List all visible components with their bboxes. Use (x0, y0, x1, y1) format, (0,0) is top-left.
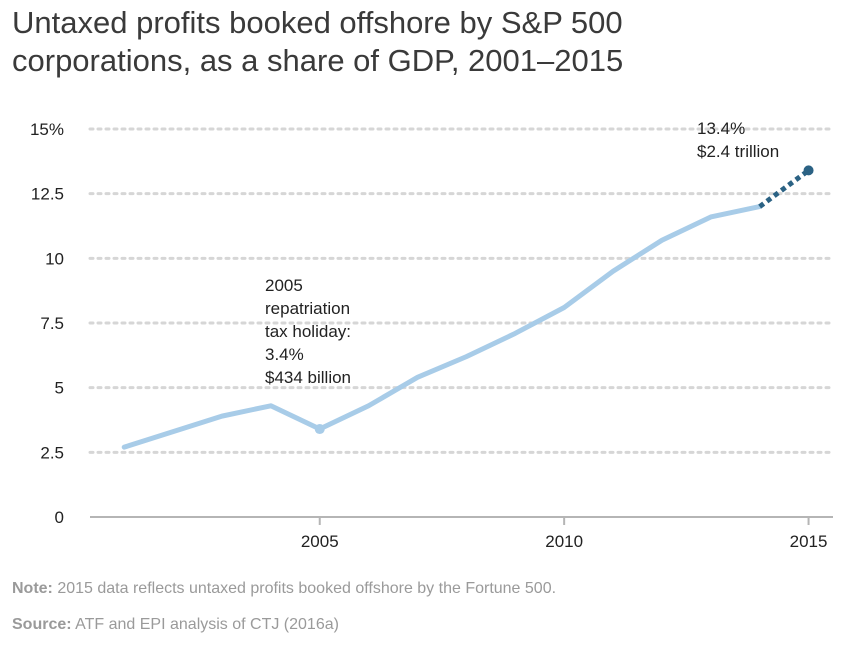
x-tick-label: 2015 (790, 532, 828, 551)
grid-lines (88, 127, 835, 454)
annotations-group: 2005 repatriation tax holiday: 3.4% $434 bil… (265, 119, 779, 387)
note-text: 2015 data reflects untaxed profits booke… (52, 580, 557, 597)
annotation-line: 2005 (265, 276, 303, 295)
line-chart: 0 2.5 5 7.5 10 12.5 15% 2005 2010 2015 2005 repat… (30, 119, 835, 551)
annotation-line: $2.4 trillion (697, 142, 779, 161)
y-tick-label: 0 (55, 508, 64, 527)
footer-source: Source: ATF and EPI analysis of CTJ (201… (12, 616, 339, 634)
annotation-line: 3.4% (265, 345, 304, 364)
source-text: ATF and EPI analysis of CTJ (2016a) (71, 616, 339, 633)
series-line-projection (758, 168, 811, 209)
series-line-main (121, 204, 763, 450)
x-tick-label: 2005 (301, 532, 339, 551)
y-tick-label: 12.5 (31, 185, 64, 204)
y-axis: 0 2.5 5 7.5 10 12.5 15% (30, 120, 64, 527)
annotation-line: tax holiday: (265, 322, 351, 341)
y-tick-label: 2.5 (40, 443, 64, 462)
series-group (121, 168, 811, 450)
y-tick-label: 15% (30, 120, 64, 139)
annotation-line: 13.4% (697, 119, 745, 138)
chart-title-line-1: Untaxed profits booked offshore by S&P 5… (12, 5, 623, 40)
note-label: Note: (12, 580, 53, 597)
chart-title: Untaxed profits booked offshore by S&P 5… (12, 4, 842, 80)
data-point-marker (314, 424, 325, 435)
annotation-line: repatriation (265, 299, 350, 318)
chart-title-line-2: corporations, as a share of GDP, 2001–20… (12, 43, 624, 78)
x-axis: 2005 2010 2015 (90, 516, 833, 551)
source-label: Source: (12, 616, 72, 633)
x-tick-label: 2010 (545, 532, 583, 551)
y-tick-label: 7.5 (40, 314, 64, 333)
y-tick-label: 10 (45, 249, 64, 268)
annotation-line: $434 billion (265, 368, 351, 387)
data-point-marker (803, 165, 814, 176)
y-tick-label: 5 (55, 379, 64, 398)
markers-group (314, 165, 814, 435)
footer-note: Note: 2015 data reflects untaxed profits… (12, 580, 556, 598)
